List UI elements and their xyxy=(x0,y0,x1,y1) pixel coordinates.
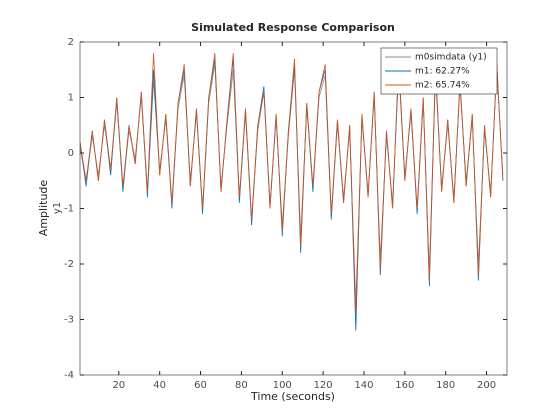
y-tick-label: -4 xyxy=(64,370,74,381)
plot-area xyxy=(80,42,507,375)
y-tick-label: -3 xyxy=(64,315,74,326)
output-name: y1 xyxy=(52,202,63,214)
y-tick-label: 1 xyxy=(68,93,74,104)
y-tick-label: -2 xyxy=(64,259,74,270)
x-axis-label: Time (seconds) xyxy=(250,390,335,403)
x-tick-label: 120 xyxy=(314,380,333,391)
x-tick-label: 140 xyxy=(354,380,373,391)
x-tick-label: 40 xyxy=(153,380,166,391)
series-line xyxy=(80,53,504,314)
y-tick-label: -1 xyxy=(64,204,74,215)
y-tick-label: 0 xyxy=(68,148,74,159)
legend-label: m2: 65.74% xyxy=(415,81,470,91)
y-tick-label: 2 xyxy=(68,37,74,48)
x-tick-label: 100 xyxy=(273,380,292,391)
legend-label: m1: 62.27% xyxy=(415,67,470,77)
x-tick-label: 160 xyxy=(395,380,414,391)
legend-label: m0simdata (y1) xyxy=(415,53,487,63)
x-tick-label: 60 xyxy=(194,380,207,391)
x-tick-label: 180 xyxy=(436,380,455,391)
x-tick-label: 20 xyxy=(112,380,125,391)
y-axis-label: Amplitude xyxy=(37,180,50,237)
axes-box xyxy=(79,41,508,376)
x-tick-label: 200 xyxy=(477,380,496,391)
x-tick-label: 80 xyxy=(235,380,248,391)
chart-title: Simulated Response Comparison xyxy=(191,21,395,34)
